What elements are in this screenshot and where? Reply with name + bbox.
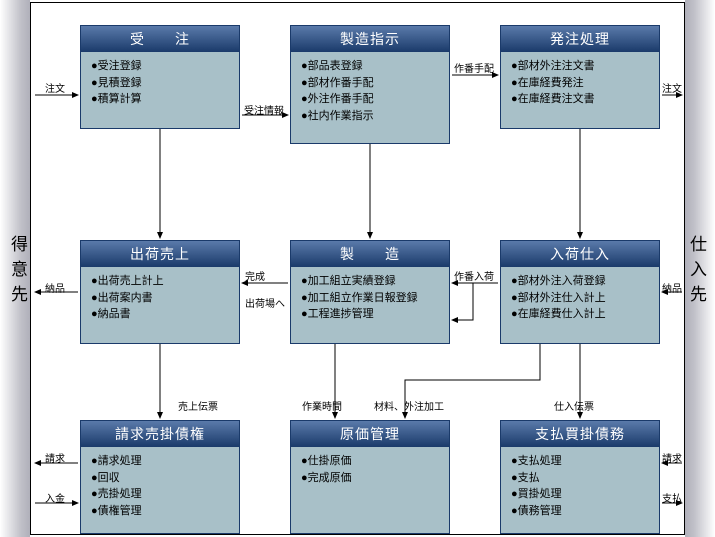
box-item: ●完成原価 — [301, 470, 439, 487]
box-item: ●出荷案内書 — [91, 290, 229, 307]
box-item: ●支払処理 — [511, 453, 649, 470]
box-b22: 製 造●加工組立実績登録●加工組立作業日報登録●工程進捗管理 — [290, 240, 450, 344]
box-header-b12: 製造指示 — [291, 26, 449, 52]
box-header-b31: 請求売掛債権 — [81, 421, 239, 447]
edge-label-e_order: 注文 — [45, 80, 65, 95]
box-item: ●債権管理 — [91, 503, 229, 520]
box-item: ●在庫経費仕入計上 — [511, 306, 649, 323]
box-header-b22: 製 造 — [291, 241, 449, 267]
box-item: ●外注作番手配 — [301, 91, 439, 108]
edge-label-e_kansei1: 完成 — [245, 268, 265, 283]
box-item: ●部材外注入荷登録 — [511, 273, 649, 290]
box-item: ●加工組立実績登録 — [301, 273, 439, 290]
box-b31: 請求売掛債権●請求処理●回収●売掛処理●債権管理 — [80, 420, 240, 534]
box-item: ●支払 — [511, 470, 649, 487]
box-item: ●見積登録 — [91, 75, 229, 92]
box-item: ●回収 — [91, 470, 229, 487]
box-b33: 支払買掛債務●支払処理●支払●買掛処理●債務管理 — [500, 420, 660, 534]
edge-label-e_chumon2: 注文 — [662, 80, 682, 95]
edge-label-e_nyukin: 入金 — [45, 490, 65, 505]
edge-label-e_zairyo: 材料、外注加工 — [374, 398, 444, 413]
box-item: ●納品書 — [91, 306, 229, 323]
box-body-b32: ●仕掛原価●完成原価 — [291, 447, 449, 533]
box-item: ●積算計算 — [91, 91, 229, 108]
side-label-right: 仕入先 — [684, 235, 709, 310]
box-b32: 原価管理●仕掛原価●完成原価 — [290, 420, 450, 534]
box-body-b11: ●受注登録●見積登録●積算計算 — [81, 52, 239, 128]
box-b13: 発注処理●部材外注注文書●在庫経費発注●在庫経費注文書 — [500, 25, 660, 129]
box-body-b22: ●加工組立実績登録●加工組立作業日報登録●工程進捗管理 — [291, 267, 449, 343]
edge-label-e_sagyo: 作業時間 — [302, 398, 342, 413]
box-item: ●仕掛原価 — [301, 453, 439, 470]
box-item: ●売掛処理 — [91, 486, 229, 503]
box-header-b32: 原価管理 — [291, 421, 449, 447]
edge-label-e_seikyu2: 請求 — [662, 450, 682, 465]
box-header-b23: 入荷仕入 — [501, 241, 659, 267]
box-item: ●出荷売上計上 — [91, 273, 229, 290]
box-body-b13: ●部材外注注文書●在庫経費発注●在庫経費注文書 — [501, 52, 659, 128]
box-item: ●受注登録 — [91, 58, 229, 75]
box-item: ●請求処理 — [91, 453, 229, 470]
edge-label-e_shiharai: 支払 — [662, 490, 682, 505]
box-item: ●在庫経費発注 — [511, 75, 649, 92]
box-item: ●買掛処理 — [511, 486, 649, 503]
box-item: ●部材外注仕入計上 — [511, 290, 649, 307]
box-body-b23: ●部材外注入荷登録●部材外注仕入計上●在庫経費仕入計上 — [501, 267, 659, 343]
box-item: ●債務管理 — [511, 503, 649, 520]
box-header-b11: 受 注 — [81, 26, 239, 52]
box-body-b31: ●請求処理●回収●売掛処理●債権管理 — [81, 447, 239, 533]
box-b11: 受 注●受注登録●見積登録●積算計算 — [80, 25, 240, 129]
edge-label-e_sakunyu: 作番入荷 — [454, 268, 494, 283]
box-header-b13: 発注処理 — [501, 26, 659, 52]
edge-label-e_uriage: 売上伝票 — [178, 398, 218, 413]
box-body-b33: ●支払処理●支払●買掛処理●債務管理 — [501, 447, 659, 533]
edge-label-e_nouhin: 納品 — [45, 280, 65, 295]
box-item: ●社内作業指示 — [301, 108, 439, 125]
box-b21: 出荷売上●出荷売上計上●出荷案内書●納品書 — [80, 240, 240, 344]
box-item: ●在庫経費注文書 — [511, 91, 649, 108]
box-b12: 製造指示●部品表登録●部材作番手配●外注作番手配●社内作業指示 — [290, 25, 450, 144]
box-item: ●加工組立作業日報登録 — [301, 290, 439, 307]
box-item: ●部材外注注文書 — [511, 58, 649, 75]
box-header-b21: 出荷売上 — [81, 241, 239, 267]
box-header-b33: 支払買掛債務 — [501, 421, 659, 447]
edge-label-e_nouhin2: 納品 — [662, 280, 682, 295]
edge-label-e_kansei2: 出荷場へ — [245, 295, 285, 310]
box-item: ●部材作番手配 — [301, 75, 439, 92]
edge-label-e_seikyu: 請求 — [45, 450, 65, 465]
box-body-b12: ●部品表登録●部材作番手配●外注作番手配●社内作業指示 — [291, 52, 449, 143]
edge-label-e_sakuban: 作番手配 — [454, 60, 494, 75]
box-item: ●工程進捗管理 — [301, 306, 439, 323]
edge-label-e_jyuchu: 受注情報 — [244, 102, 284, 117]
side-label-left: 得意先 — [5, 235, 30, 310]
box-body-b21: ●出荷売上計上●出荷案内書●納品書 — [81, 267, 239, 343]
box-b23: 入荷仕入●部材外注入荷登録●部材外注仕入計上●在庫経費仕入計上 — [500, 240, 660, 344]
box-item: ●部品表登録 — [301, 58, 439, 75]
edge-label-e_shiire: 仕入伝票 — [554, 398, 594, 413]
